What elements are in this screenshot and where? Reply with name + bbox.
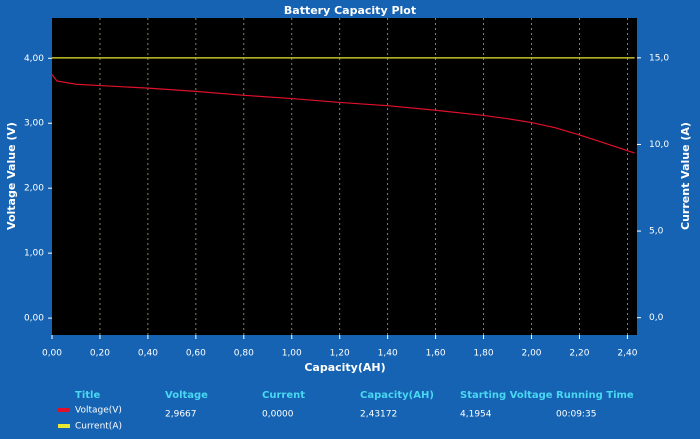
plot-area xyxy=(52,18,637,335)
y-axis-label: Voltage Value (V) xyxy=(5,122,18,230)
x-tick-label: 2,20 xyxy=(569,349,589,359)
x-tick-label: 0,20 xyxy=(90,349,110,359)
legend-swatch xyxy=(58,408,70,412)
y2-tick-label: 15,0 xyxy=(649,53,669,63)
readout-header: Title xyxy=(75,390,100,401)
readout-header: Starting Voltage xyxy=(460,390,553,401)
x-tick-label: 1,60 xyxy=(426,349,446,359)
x-tick-label: 1,20 xyxy=(330,349,350,359)
legend-swatch xyxy=(58,424,70,428)
y-tick-label: 3,00 xyxy=(24,119,44,129)
x-tick-label: 2,40 xyxy=(617,349,637,359)
x-axis-label: Capacity(AH) xyxy=(304,361,385,374)
readout-value: 4,1954 xyxy=(460,410,492,420)
y-tick-label: 4,00 xyxy=(24,54,44,64)
x-tick-label: 1,40 xyxy=(378,349,398,359)
x-tick-label: 0,60 xyxy=(186,349,206,359)
y2-axis-label: Current Value (A) xyxy=(679,122,692,230)
series-line xyxy=(51,74,635,154)
y2-tick-label: 5,0 xyxy=(649,227,664,237)
readout-value: 2,9667 xyxy=(165,410,197,420)
x-tick-label: 2,00 xyxy=(521,349,541,359)
readout-header: Voltage xyxy=(165,390,208,401)
y-tick-label: 1,00 xyxy=(24,249,44,259)
chart-title: Battery Capacity Plot xyxy=(284,4,416,17)
x-tick-label: 1,00 xyxy=(282,349,302,359)
y-tick-label: 0,00 xyxy=(24,314,44,324)
x-tick-label: 0,80 xyxy=(234,349,254,359)
readout-value: 00:09:35 xyxy=(556,410,596,420)
legend-label: Current(A) xyxy=(75,422,122,432)
readout-value: 0,0000 xyxy=(262,410,294,420)
legend-label: Voltage(V) xyxy=(75,406,122,416)
x-tick-label: 0,40 xyxy=(138,349,158,359)
x-tick-label: 0,00 xyxy=(42,349,62,359)
readout-header: Running Time xyxy=(556,390,634,401)
x-tick-label: 1,80 xyxy=(474,349,494,359)
readout-header: Capacity(AH) xyxy=(360,390,434,401)
y-tick-label: 2,00 xyxy=(24,184,44,194)
y2-tick-label: 0,0 xyxy=(649,313,664,323)
readout-value: 2,43172 xyxy=(360,410,397,420)
y2-tick-label: 10,0 xyxy=(649,140,669,150)
readout-header: Current xyxy=(262,390,305,401)
